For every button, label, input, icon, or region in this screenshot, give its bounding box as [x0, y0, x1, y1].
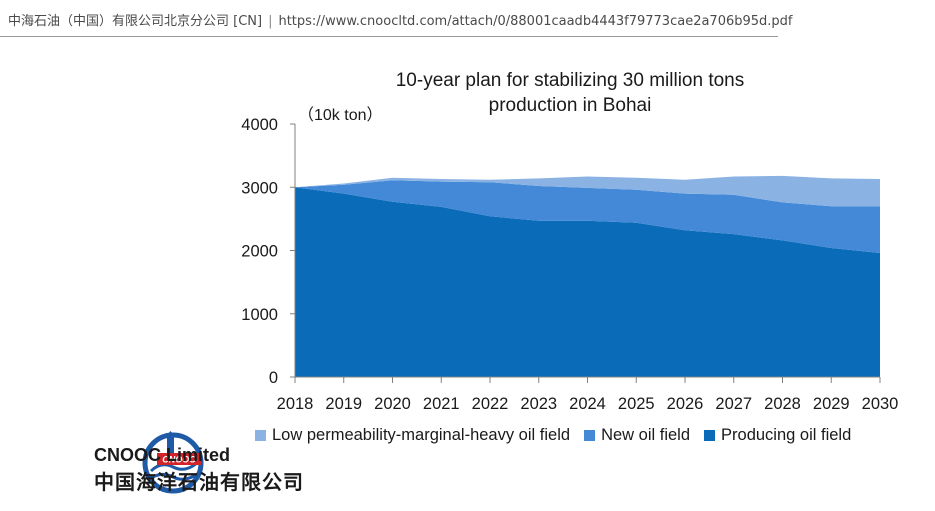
y-axis-unit-label: （10k ton）: [298, 107, 383, 124]
browser-tab-bar: 中海石油（中国）有限公司北京分公司 [CN] | https://www.cnooc…: [0, 0, 793, 37]
chart-title: 10-year plan for stabilizing 30 million …: [300, 68, 840, 118]
y-tick-label: 3000: [241, 179, 278, 197]
legend-item-low-permeability: Low permeability-marginal-heavy oil fiel…: [255, 426, 570, 445]
x-tick-label: 2024: [569, 395, 606, 413]
legend-label-producing-oil-field: Producing oil field: [721, 425, 852, 444]
legend-swatch-producing-oil-field: [704, 429, 716, 441]
x-tick-label: 2029: [813, 395, 850, 413]
x-tick-label: 2020: [374, 395, 411, 413]
chart-title-line-2: production in Bohai: [488, 95, 652, 116]
url-text[interactable]: https://www.cnoocltd.com/attach/0/88001c…: [278, 14, 793, 29]
cnooc-logo-icon: CNOOC: [142, 431, 204, 494]
x-tick-label: 2022: [472, 395, 509, 413]
logo-badge-text: CNOOC: [162, 455, 196, 465]
legend-swatch-new-oil-field: [584, 429, 596, 441]
legend-item-new-oil-field: New oil field: [584, 426, 690, 445]
x-tick-label: 2019: [325, 395, 362, 413]
legend-label-low-permeability: Low permeability-marginal-heavy oil fiel…: [272, 425, 571, 444]
legend-swatch-low-permeability: [255, 429, 266, 441]
x-tick-label: 2018: [277, 395, 314, 413]
chart-legend: Low permeability-marginal-heavy oil fiel…: [255, 424, 865, 446]
tab-separator: |: [268, 14, 273, 29]
area-series-low-permeability-marginal-heavy-oil-field: [295, 175, 880, 207]
company-name-en: CNOOC Limited: [94, 445, 231, 465]
tab-title: 中海石油（中国）有限公司北京分公司 [CN]: [8, 14, 263, 29]
x-tick-label: 2027: [715, 395, 752, 413]
y-tick-label: 2000: [241, 243, 278, 261]
x-tick-label: 2021: [423, 395, 460, 413]
y-tick-label: 0: [269, 369, 278, 387]
x-tick-label: 2026: [667, 395, 704, 413]
company-name-cn: 中国海洋石油有限公司: [94, 472, 304, 494]
x-tick-label: 2023: [520, 395, 557, 413]
legend-item-producing-oil-field: Producing oil field: [704, 426, 851, 445]
x-tick-label: 2025: [618, 395, 655, 413]
legend-label-new-oil-field: New oil field: [601, 425, 691, 444]
area-series-new-oil-field: [295, 180, 880, 253]
x-tick-label: 2028: [764, 395, 801, 413]
y-tick-label: 1000: [241, 306, 278, 324]
x-tick-label: 2030: [862, 395, 899, 413]
chart-title-line-1: 10-year plan for stabilizing 30 million …: [395, 70, 745, 91]
y-tick-label: 4000: [241, 116, 278, 134]
area-series-producing-oil-field: [295, 187, 880, 377]
browser-tab[interactable]: 中海石油（中国）有限公司北京分公司 [CN] | https://www.cnooc…: [8, 10, 793, 29]
